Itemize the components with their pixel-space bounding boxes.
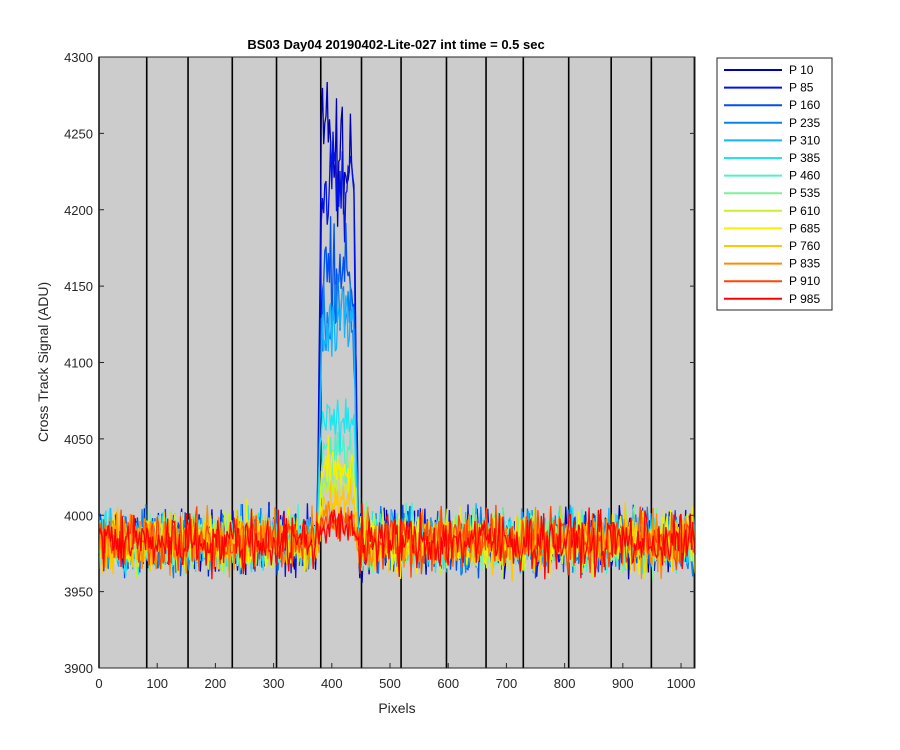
y-tick-label-5: 4150 xyxy=(64,279,93,294)
x-tick-label-9: 900 xyxy=(612,676,634,691)
y-axis-label: Cross Track Signal (ADU) xyxy=(35,282,51,442)
legend-label-11: P 835 xyxy=(789,257,820,271)
y-tick-label-8: 4300 xyxy=(64,50,93,65)
legend-label-4: P 310 xyxy=(789,133,820,147)
legend-label-8: P 610 xyxy=(789,204,820,218)
x-axis-label: Pixels xyxy=(378,700,415,716)
legend-label-10: P 760 xyxy=(789,239,820,253)
series-lines xyxy=(98,81,696,583)
y-tick-label-7: 4250 xyxy=(64,126,93,141)
x-tick-label-0: 0 xyxy=(95,676,102,691)
y-tick-label-6: 4200 xyxy=(64,203,93,218)
x-axis: 0 100 200 300 400 500 600 700 800 900 1000 xyxy=(95,663,695,691)
legend-label-9: P 685 xyxy=(789,221,820,235)
x-tick-label-4: 400 xyxy=(321,676,343,691)
y-tick-label-4: 4100 xyxy=(64,356,93,371)
x-tick-label-5: 500 xyxy=(379,676,401,691)
series-line-13 xyxy=(98,503,696,580)
chart-title: BS03 Day04 20190402-Lite-027 int time = … xyxy=(247,37,544,52)
y-tick-label-0: 3900 xyxy=(64,661,93,676)
legend-label-12: P 910 xyxy=(789,274,820,288)
legend: P 10 P 85 P 160 P 235 P 310 P 385 P 460 P 535 P … xyxy=(716,57,833,311)
legend-label-2: P 160 xyxy=(789,98,820,112)
y-tick-label-2: 4000 xyxy=(64,508,93,523)
y-tick-label-3: 4050 xyxy=(64,432,93,447)
legend-label-7: P 535 xyxy=(789,186,820,200)
legend-label-5: P 385 xyxy=(789,151,820,165)
x-tick-label-6: 600 xyxy=(437,676,459,691)
legend-label-0: P 10 xyxy=(789,63,814,77)
legend-box xyxy=(716,57,833,311)
x-tick-label-1: 100 xyxy=(146,676,168,691)
y-axis: 3900 3950 4000 4050 4100 4150 4200 4250 4300 xyxy=(64,50,695,676)
series-line-12 xyxy=(98,504,696,578)
x-tick-label-7: 700 xyxy=(496,676,518,691)
x-tick-label-3: 300 xyxy=(263,676,285,691)
legend-label-6: P 460 xyxy=(789,169,820,183)
legend-label-13: P 985 xyxy=(789,292,820,306)
x-tick-label-2: 200 xyxy=(205,676,227,691)
x-tick-label-10: 1000 xyxy=(667,676,696,691)
legend-label-3: P 235 xyxy=(789,116,820,130)
y-tick-label-1: 3950 xyxy=(64,585,93,600)
legend-label-1: P 85 xyxy=(789,81,814,95)
x-tick-label-8: 800 xyxy=(554,676,576,691)
